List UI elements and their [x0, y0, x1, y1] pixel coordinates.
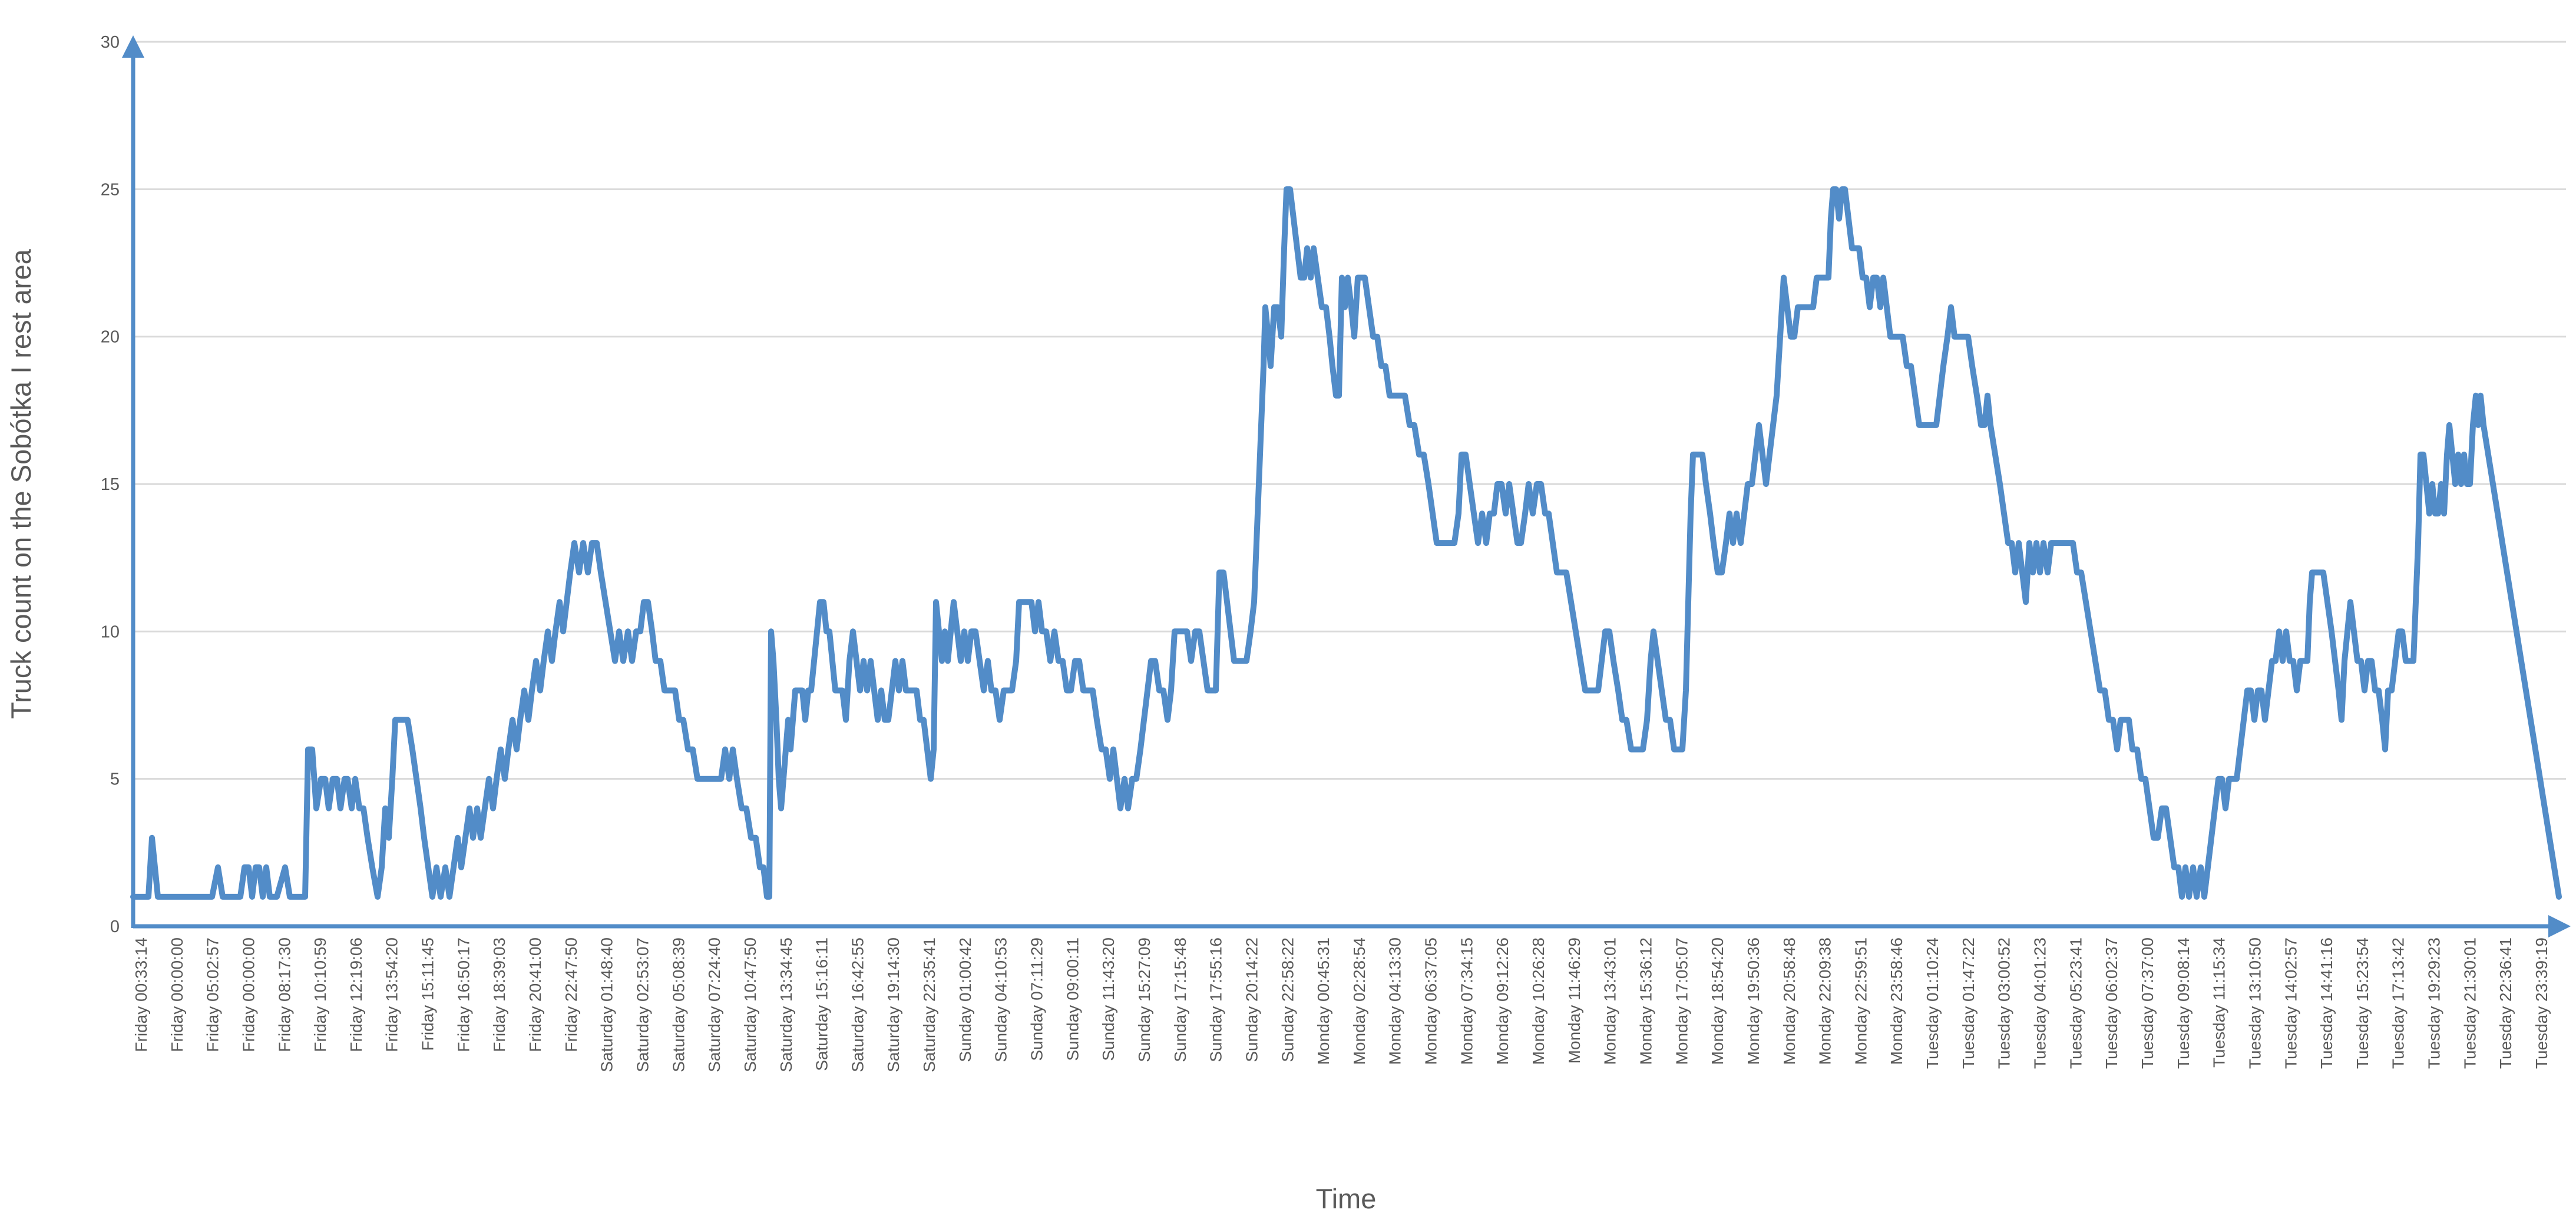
x-tick-label: Saturday 16:42:55	[848, 937, 867, 1072]
x-tick-label: Saturday 02:53:07	[633, 937, 652, 1072]
y-tick-label: 30	[101, 33, 120, 52]
x-tick-label: Tuesday 04:01:23	[2031, 937, 2049, 1069]
x-tick-label: Saturday 19:14:30	[884, 937, 902, 1072]
x-tick-label: Tuesday 11:15:34	[2210, 937, 2228, 1068]
y-tick-label: 20	[101, 328, 120, 347]
x-tick-label: Friday 12:19:06	[347, 937, 365, 1052]
x-tick-label: Monday 13:43:01	[1601, 937, 1619, 1065]
x-tick-label: Sunday 17:15:48	[1171, 937, 1189, 1062]
x-tick-label: Sunday 20:14:22	[1242, 937, 1261, 1062]
x-tick-label: Sunday 04:10:53	[992, 937, 1010, 1062]
x-tick-label: Tuesday 01:47:22	[1959, 937, 1978, 1069]
x-tick-label: Friday 00:00:00	[168, 937, 186, 1052]
x-tick-label: Saturday 22:35:41	[920, 937, 938, 1072]
y-tick-label: 15	[101, 475, 120, 494]
x-axis-title: Time	[1316, 1183, 1377, 1214]
x-tick-label: Sunday 17:55:16	[1207, 937, 1225, 1062]
x-tick-label: Tuesday 06:02:37	[2102, 937, 2121, 1069]
x-tick-label: Friday 00:00:00	[239, 937, 257, 1052]
x-axis-tick-labels: Friday 00:33:14 Friday 00:00:00 Friday 05:…	[132, 937, 2551, 1072]
x-tick-label: Tuesday 17:13:42	[2389, 937, 2408, 1069]
x-tick-label: Tuesday 19:29:23	[2425, 937, 2443, 1069]
series-line	[130, 186, 2562, 900]
x-tick-label: Saturday 13:34:45	[777, 937, 795, 1072]
x-tick-label: Monday 02:28:54	[1350, 937, 1368, 1065]
x-tick-label: Monday 07:34:15	[1457, 937, 1476, 1065]
y-tick-label: 0	[110, 917, 120, 936]
x-tick-label: Tuesday 03:00:52	[1995, 937, 2013, 1069]
series-lines	[130, 186, 2562, 900]
x-tick-label: Friday 15:11:45	[419, 937, 437, 1051]
x-tick-label: Tuesday 05:23:41	[2066, 937, 2085, 1069]
x-tick-label: Tuesday 15:23:54	[2353, 937, 2372, 1069]
x-tick-label: Sunday 07:11:29	[1028, 937, 1046, 1061]
x-tick-label: Monday 20:58:48	[1780, 937, 1798, 1065]
x-tick-label: Monday 19:50:36	[1744, 937, 1762, 1065]
x-tick-label: Friday 08:17:30	[275, 937, 293, 1052]
x-axis-arrow-icon	[2548, 915, 2571, 937]
x-tick-label: Sunday 01:00:42	[956, 937, 974, 1062]
x-tick-label: Monday 11:46:29	[1565, 937, 1583, 1063]
x-tick-label: Saturday 01:48:40	[598, 937, 616, 1072]
x-tick-label: Tuesday 14:02:57	[2281, 937, 2300, 1069]
gridlines	[133, 41, 2566, 780]
x-tick-label: Monday 09:12:26	[1493, 937, 1512, 1065]
x-tick-label: Tuesday 14:41:16	[2317, 937, 2336, 1069]
x-tick-label: Monday 22:59:51	[1851, 937, 1870, 1065]
x-tick-label: Saturday 15:16:11	[813, 937, 831, 1071]
x-tick-label: Tuesday 01:10:24	[1923, 937, 1942, 1069]
x-tick-label: Friday 22:47:50	[562, 937, 580, 1052]
x-tick-label: Monday 17:05:07	[1672, 937, 1691, 1065]
y-tick-label: 10	[101, 622, 120, 641]
x-tick-label: Sunday 11:43:20	[1099, 937, 1117, 1061]
x-tick-label: Friday 20:41:00	[526, 937, 544, 1052]
x-tick-label: Monday 04:13:30	[1386, 937, 1404, 1065]
x-tick-label: Tuesday 13:10:50	[2246, 937, 2264, 1069]
x-tick-label: Monday 06:37:05	[1422, 937, 1440, 1065]
x-tick-label: Friday 10:10:59	[311, 937, 329, 1052]
x-tick-label: Tuesday 21:30:01	[2461, 937, 2479, 1069]
x-tick-label: Friday 05:02:57	[204, 937, 222, 1052]
x-tick-label: Sunday 09:00:11	[1063, 937, 1082, 1061]
x-tick-label: Friday 16:50:17	[454, 937, 472, 1052]
x-tick-label: Monday 18:54:20	[1708, 937, 1727, 1065]
x-tick-label: Saturday 10:47:50	[741, 937, 759, 1072]
y-tick-label: 5	[110, 770, 120, 789]
axes	[122, 35, 2571, 937]
x-tick-label: Monday 22:09:38	[1816, 937, 1834, 1065]
x-tick-label: Saturday 05:08:39	[669, 937, 687, 1072]
x-tick-label: Sunday 22:58:22	[1278, 937, 1297, 1062]
x-tick-label: Monday 15:36:12	[1636, 937, 1655, 1065]
y-axis-tick-labels: 0 5 10 15 20 25 30	[101, 33, 120, 936]
x-tick-label: Tuesday 07:37:00	[2138, 937, 2157, 1069]
x-tick-label: Monday 10:26:28	[1529, 937, 1547, 1065]
x-tick-label: Monday 00:45:31	[1314, 937, 1332, 1065]
x-tick-label: Saturday 07:24:40	[705, 937, 723, 1072]
y-axis-title: Truck count on the Sobótka I rest area	[5, 248, 37, 719]
x-tick-label: Friday 00:33:14	[132, 937, 150, 1052]
y-axis-arrow-icon	[122, 35, 144, 58]
x-tick-label: Tuesday 09:08:14	[2174, 937, 2193, 1069]
x-tick-label: Sunday 15:27:09	[1135, 937, 1153, 1062]
x-tick-label: Tuesday 22:36:41	[2496, 937, 2515, 1069]
x-tick-label: Friday 13:54:20	[383, 937, 401, 1052]
y-tick-label: 25	[101, 180, 120, 199]
x-tick-label: Tuesday 23:39:19	[2532, 937, 2551, 1069]
x-tick-label: Friday 18:39:03	[490, 937, 508, 1052]
x-tick-label: Monday 23:58:46	[1887, 937, 1906, 1065]
